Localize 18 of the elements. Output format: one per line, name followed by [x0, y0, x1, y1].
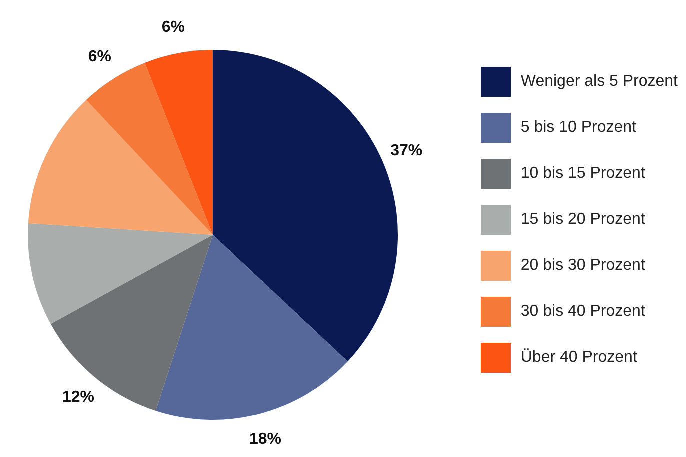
pie-slice — [28, 100, 213, 235]
legend-label: 10 bis 15 Prozent — [520, 165, 646, 183]
legend-label: 20 bis 30 Prozent — [520, 257, 646, 275]
pie-slice — [156, 235, 348, 420]
legend-label: 15 bis 20 Prozent — [520, 211, 646, 229]
data-label: 6% — [162, 19, 186, 36]
legend-label: Weniger als 5 Prozent — [520, 73, 678, 91]
data-label: 37% — [390, 142, 423, 160]
data-label: 18% — [249, 430, 282, 448]
legend-label: 30 bis 40 Prozent — [520, 303, 646, 321]
data-label: 12% — [62, 389, 95, 406]
data-label: 6% — [88, 48, 112, 66]
pie-slice — [144, 50, 213, 235]
pie-slice — [86, 62, 213, 235]
pie-slice — [50, 235, 213, 411]
pie-slice — [28, 223, 213, 324]
legend-label: Über 40 Prozent — [520, 349, 638, 367]
legend-label: 5 bis 10 Prozent — [520, 119, 636, 137]
